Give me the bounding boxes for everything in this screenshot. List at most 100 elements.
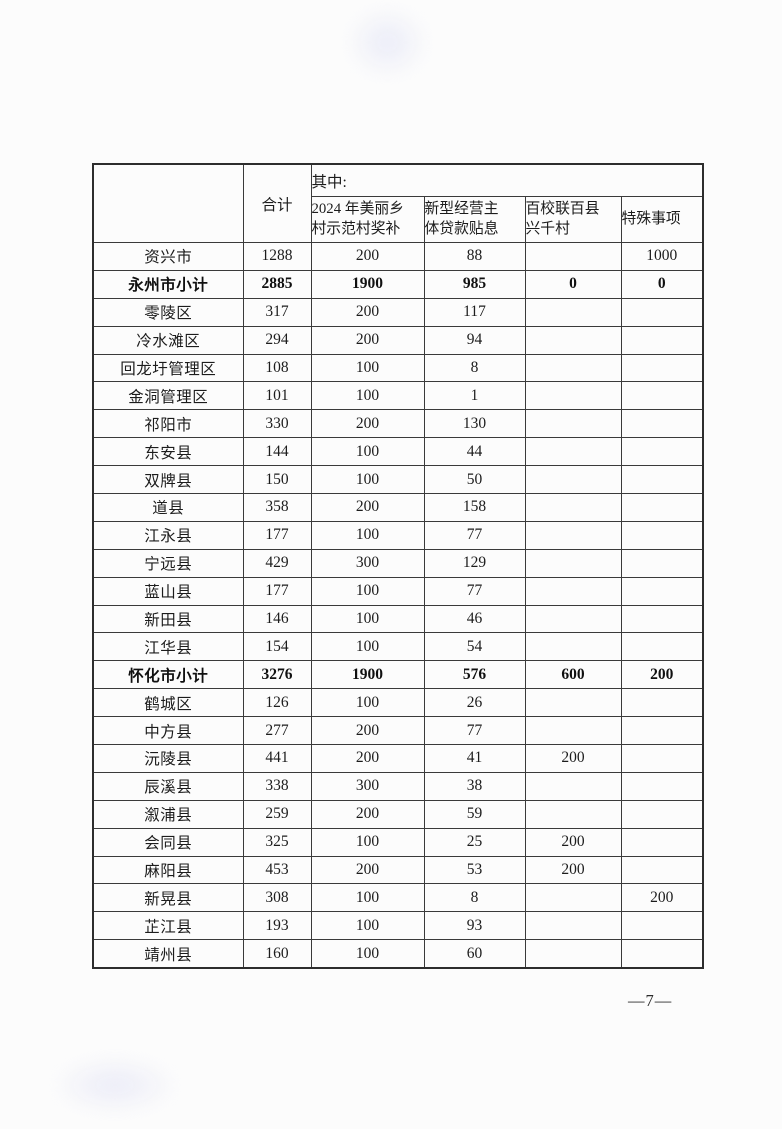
value-cell: 100 xyxy=(310,632,425,662)
region-cell: 双牌县 xyxy=(92,465,244,495)
region-cell: 怀化市小计 xyxy=(92,660,244,690)
table-row: 江华县 154 100 54 xyxy=(92,632,704,662)
value-cell: 177 xyxy=(242,576,312,606)
value-cell: 200 xyxy=(524,744,622,773)
value-cell xyxy=(524,242,622,271)
table-row: 道县 358 200 158 xyxy=(92,493,704,522)
region-cell: 永州市小计 xyxy=(92,269,244,299)
region-cell: 新晃县 xyxy=(92,883,244,913)
value-cell: 88 xyxy=(423,242,526,271)
table-row: 会同县 325 100 25 200 xyxy=(92,827,704,857)
value-cell: 60 xyxy=(423,939,526,969)
value-cell: 53 xyxy=(423,855,526,885)
value-cell: 325 xyxy=(242,827,312,857)
value-cell xyxy=(620,771,704,801)
value-cell: 200 xyxy=(310,493,425,522)
value-cell: 129 xyxy=(423,548,526,578)
table-row: 资兴市 1288 200 88 1000 xyxy=(92,242,704,271)
value-cell xyxy=(620,688,704,718)
region-cell: 芷江县 xyxy=(92,911,244,941)
value-cell xyxy=(524,548,622,578)
value-cell: 200 xyxy=(310,716,425,746)
value-cell xyxy=(524,437,622,467)
value-cell: 8 xyxy=(423,353,526,383)
value-cell: 576 xyxy=(423,660,526,690)
value-cell: 101 xyxy=(242,381,312,411)
value-cell xyxy=(620,604,704,634)
value-cell: 1900 xyxy=(310,269,425,299)
value-cell: 200 xyxy=(310,799,425,829)
region-cell: 道县 xyxy=(92,493,244,522)
region-cell: 江永县 xyxy=(92,520,244,550)
value-cell: 1000 xyxy=(620,242,704,271)
value-cell xyxy=(524,771,622,801)
value-cell xyxy=(524,493,622,522)
value-cell: 160 xyxy=(242,939,312,969)
value-cell xyxy=(620,353,704,383)
value-cell xyxy=(620,799,704,829)
region-cell: 零陵区 xyxy=(92,297,244,327)
value-cell: 300 xyxy=(310,771,425,801)
region-cell: 鹤城区 xyxy=(92,688,244,718)
region-cell: 东安县 xyxy=(92,437,244,467)
table-row: 蓝山县 177 100 77 xyxy=(92,576,704,606)
value-cell xyxy=(620,855,704,885)
value-cell xyxy=(620,520,704,550)
value-cell: 108 xyxy=(242,353,312,383)
value-cell xyxy=(524,381,622,411)
column-header-village-award: 2024 年美丽乡 村示范村奖补 xyxy=(310,196,425,243)
region-cell: 溆浦县 xyxy=(92,799,244,829)
value-cell: 453 xyxy=(242,855,312,885)
value-cell: 126 xyxy=(242,688,312,718)
value-cell: 200 xyxy=(524,827,622,857)
column-header-special-items: 特殊事项 xyxy=(620,196,704,243)
value-cell xyxy=(524,465,622,495)
table-row: 东安县 144 100 44 xyxy=(92,437,704,467)
table-row: 新晃县 308 100 8 200 xyxy=(92,883,704,913)
region-cell: 金洞管理区 xyxy=(92,381,244,411)
value-cell: 600 xyxy=(524,660,622,690)
value-cell xyxy=(620,297,704,327)
value-cell xyxy=(620,493,704,522)
value-cell: 0 xyxy=(620,269,704,299)
value-cell: 100 xyxy=(310,353,425,383)
subtotal-row: 永州市小计 2885 1900 985 0 0 xyxy=(92,269,704,299)
region-cell: 沅陵县 xyxy=(92,744,244,773)
value-cell: 54 xyxy=(423,632,526,662)
value-cell xyxy=(524,297,622,327)
value-cell xyxy=(524,716,622,746)
region-cell: 麻阳县 xyxy=(92,855,244,885)
value-cell: 177 xyxy=(242,520,312,550)
value-cell: 100 xyxy=(310,520,425,550)
allocation-table: 合计 其中: 2024 年美丽乡 村示范村奖补 新型经营主 体贷款贴息 百校联百… xyxy=(92,163,704,970)
value-cell: 294 xyxy=(242,325,312,355)
value-cell: 0 xyxy=(524,269,622,299)
value-cell xyxy=(524,325,622,355)
table-row: 芷江县 193 100 93 xyxy=(92,911,704,941)
value-cell: 77 xyxy=(423,520,526,550)
value-cell: 300 xyxy=(310,548,425,578)
table-row: 辰溪县 338 300 38 xyxy=(92,771,704,801)
value-cell: 8 xyxy=(423,883,526,913)
table-row: 沅陵县 441 200 41 200 xyxy=(92,744,704,773)
value-cell: 100 xyxy=(310,827,425,857)
value-cell: 200 xyxy=(620,883,704,913)
value-cell: 46 xyxy=(423,604,526,634)
value-cell: 26 xyxy=(423,688,526,718)
value-cell xyxy=(524,353,622,383)
value-cell xyxy=(620,744,704,773)
value-cell: 154 xyxy=(242,632,312,662)
value-cell: 441 xyxy=(242,744,312,773)
value-cell: 100 xyxy=(310,883,425,913)
value-cell xyxy=(524,576,622,606)
value-cell xyxy=(620,548,704,578)
region-cell: 祁阳市 xyxy=(92,409,244,439)
value-cell xyxy=(524,409,622,439)
value-cell: 200 xyxy=(524,855,622,885)
region-cell: 蓝山县 xyxy=(92,576,244,606)
value-cell: 100 xyxy=(310,604,425,634)
value-cell: 94 xyxy=(423,325,526,355)
value-cell: 144 xyxy=(242,437,312,467)
value-cell xyxy=(524,604,622,634)
value-cell xyxy=(524,883,622,913)
